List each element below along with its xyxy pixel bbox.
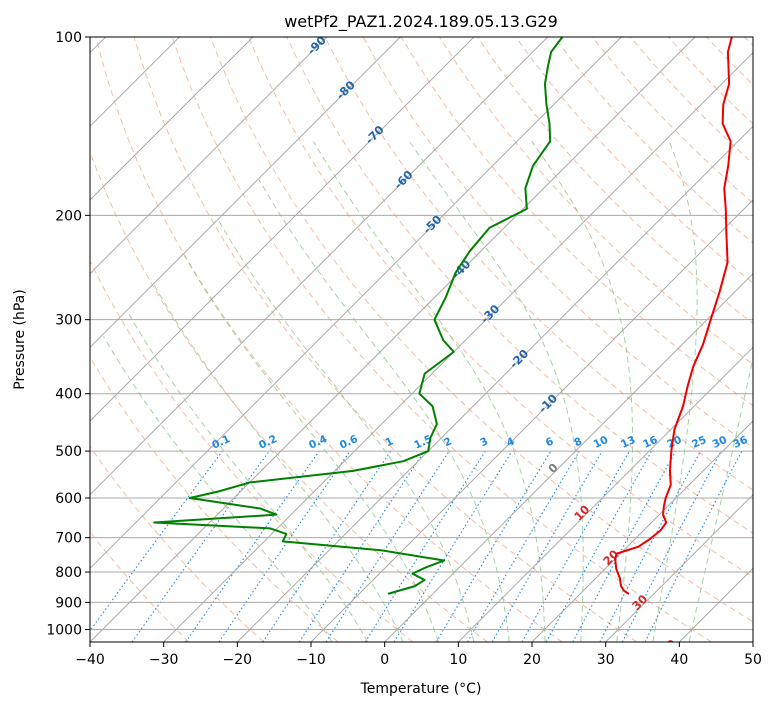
y-tick-label: 600 [55, 491, 82, 507]
dry-adiabat-line [286, 37, 753, 534]
isotherm-line [310, 199, 753, 642]
isotherm-line [90, 37, 254, 201]
dry-adiabat-line [133, 37, 638, 642]
y-tick-label: 700 [55, 531, 82, 547]
plot-frame [89, 36, 754, 643]
mixing-ratio-line [262, 450, 392, 642]
isobar-grid-group [90, 37, 753, 630]
moist-adiabat-line [258, 179, 510, 642]
moist-adiabat-line [103, 336, 333, 642]
plot-area-background [90, 37, 753, 642]
temperature-line [614, 37, 733, 595]
chart-title: wetPf2_PAZ1.2024.189.05.13.G29 [284, 12, 558, 32]
moist-adiabat-line [153, 284, 404, 642]
mixing-ratio-line [393, 450, 513, 642]
mixing-ratio-label: 10 [592, 434, 610, 451]
x-tick-label: 50 [744, 652, 762, 668]
isotherm-line [605, 493, 753, 642]
mixing-ratio-label: 30 [711, 434, 729, 451]
mixing-ratio-label: 6 [544, 435, 556, 449]
y-tick-label: 500 [55, 444, 82, 460]
dry-adiabat-line [90, 445, 264, 642]
dry-adiabat-line [324, 37, 753, 491]
isotherm-line [90, 37, 696, 642]
y-tick-label: 100 [55, 30, 82, 46]
mixing-ratio-line [218, 450, 351, 642]
x-tick-label: 30 [597, 652, 615, 668]
y-axis-ticks: 100 200 300 400 500 600 700 800 900 1000 [46, 30, 90, 638]
mixing-ratio-line [572, 450, 677, 642]
isotherm-line [90, 37, 401, 349]
mixing-ratio-label: 36 [731, 434, 749, 451]
isotherm-line [531, 420, 753, 642]
x-tick-label: 20 [523, 652, 541, 668]
mixing-ratio-line [325, 450, 450, 642]
y-tick-label: 200 [55, 208, 82, 224]
isotherm-line [90, 37, 622, 570]
isotherm-line [90, 37, 549, 496]
x-tick-label: 10 [449, 652, 467, 668]
moist-adiabat-line [184, 255, 439, 642]
dry-adiabat-line [210, 37, 753, 623]
mixing-ratio-line [545, 450, 653, 642]
mixing-ratio-label: 25 [690, 434, 708, 451]
dry-adiabat-line [90, 259, 414, 642]
y-axis-label: Pressure (hPa) [12, 289, 28, 389]
moist-adiabat-line [218, 220, 475, 642]
isotherm-line [90, 37, 475, 422]
mixing-ratio-label: 8 [572, 435, 584, 449]
mixing-ratio-line [521, 450, 630, 642]
y-tick-label: 300 [55, 313, 82, 329]
mixing-ratio-line [90, 450, 223, 632]
isotherm-line [457, 346, 753, 642]
isotherm-label: 40 [658, 637, 679, 658]
isotherm-line [384, 272, 753, 642]
y-tick-label: 400 [55, 387, 82, 403]
mixing-ratio-label: 20 [665, 434, 683, 451]
mixing-ratio-line [644, 450, 743, 642]
dry-adiabat-line [171, 37, 712, 642]
x-tick-label: −10 [296, 652, 326, 668]
mixing-ratio-label: 16 [641, 434, 659, 451]
x-tick-label: 0 [380, 652, 389, 668]
mixing-ratio-label: 3 [478, 435, 490, 449]
y-tick-label: 1000 [46, 622, 82, 638]
mixing-ratio-line [131, 450, 270, 642]
x-tick-label: 40 [670, 652, 688, 668]
isotherm-grid-group [90, 37, 753, 642]
y-tick-label: 900 [55, 595, 82, 611]
mixing-ratio-label: 2 [442, 435, 454, 449]
moist-adiabat-line [126, 310, 369, 642]
x-tick-label: −40 [75, 652, 105, 668]
mixing-ratio-line [298, 450, 425, 642]
profile-series-group [153, 37, 733, 595]
mixing-ratio-label: 1 [384, 435, 396, 449]
dry-adiabats-group [90, 37, 753, 642]
isotherm-line [236, 125, 753, 642]
isotherm-line [90, 37, 328, 275]
dry-adiabat-line [90, 356, 339, 642]
x-tick-label: −30 [149, 652, 179, 668]
x-axis-ticks: −40 −30 −20 −10 0 10 20 30 40 50 [75, 642, 762, 668]
isotherm-line [163, 51, 753, 642]
x-tick-label: −20 [223, 652, 253, 668]
mixing-ratio-label: 4 [505, 435, 517, 449]
x-axis-label: Temperature (°C) [360, 681, 482, 697]
y-tick-label: 800 [55, 565, 82, 581]
dry-adiabat-line [248, 37, 753, 578]
dry-adiabat-line [515, 37, 753, 284]
mixing-ratio-label: 13 [619, 434, 637, 451]
mixing-ratio-line [185, 450, 320, 642]
mixing-ratio-lines-group [90, 450, 743, 642]
dewpoint-line [153, 37, 564, 595]
